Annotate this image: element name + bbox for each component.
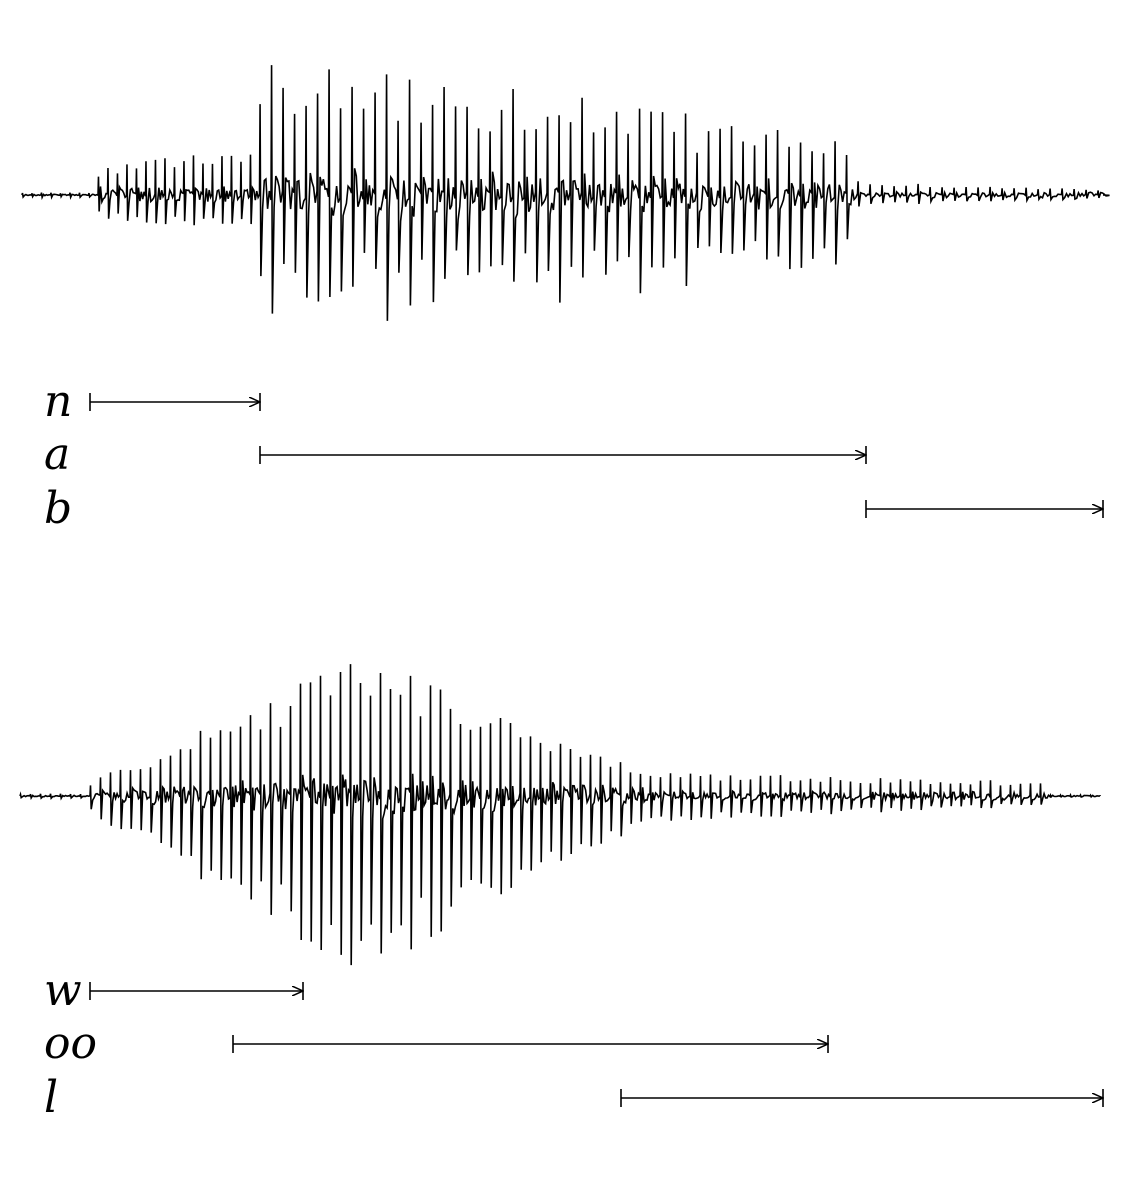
segment-label: n bbox=[44, 376, 72, 427]
segment-label: l bbox=[44, 1072, 58, 1123]
waveform-nab bbox=[21, 65, 1110, 321]
segment-a: a bbox=[44, 429, 866, 480]
segment-n: n bbox=[44, 376, 260, 427]
waveform-wool bbox=[19, 664, 1101, 966]
segment-l: l bbox=[44, 1072, 1103, 1123]
segment-w: w bbox=[44, 965, 303, 1016]
segment-label: w bbox=[44, 965, 82, 1016]
segment-label: oo bbox=[44, 1018, 97, 1069]
segment-b: b bbox=[44, 483, 1103, 534]
segment-label: a bbox=[44, 429, 70, 480]
segment-oo: oo bbox=[44, 1018, 828, 1069]
segment-label: b bbox=[44, 483, 72, 534]
